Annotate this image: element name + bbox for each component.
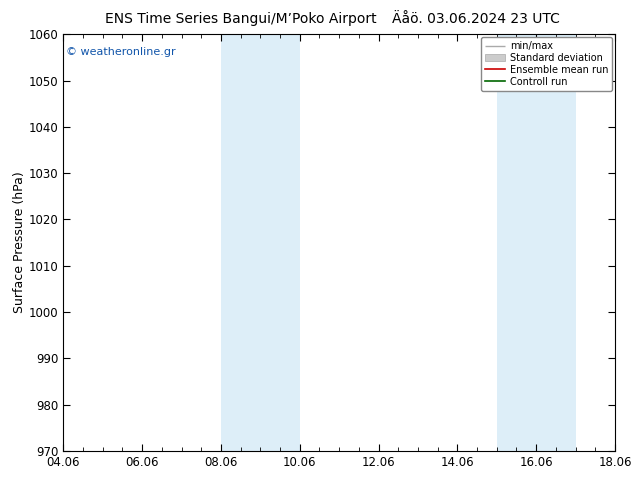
Y-axis label: Surface Pressure (hPa): Surface Pressure (hPa)	[13, 172, 26, 314]
Text: Äåö. 03.06.2024 23 UTC: Äåö. 03.06.2024 23 UTC	[392, 12, 559, 26]
Text: ENS Time Series Bangui/M’Poko Airport: ENS Time Series Bangui/M’Poko Airport	[105, 12, 377, 26]
Text: © weatheronline.gr: © weatheronline.gr	[66, 47, 176, 57]
Bar	[497, 34, 576, 451]
Bar	[221, 34, 300, 451]
Legend: min/max, Standard deviation, Ensemble mean run, Controll run: min/max, Standard deviation, Ensemble me…	[481, 37, 612, 91]
